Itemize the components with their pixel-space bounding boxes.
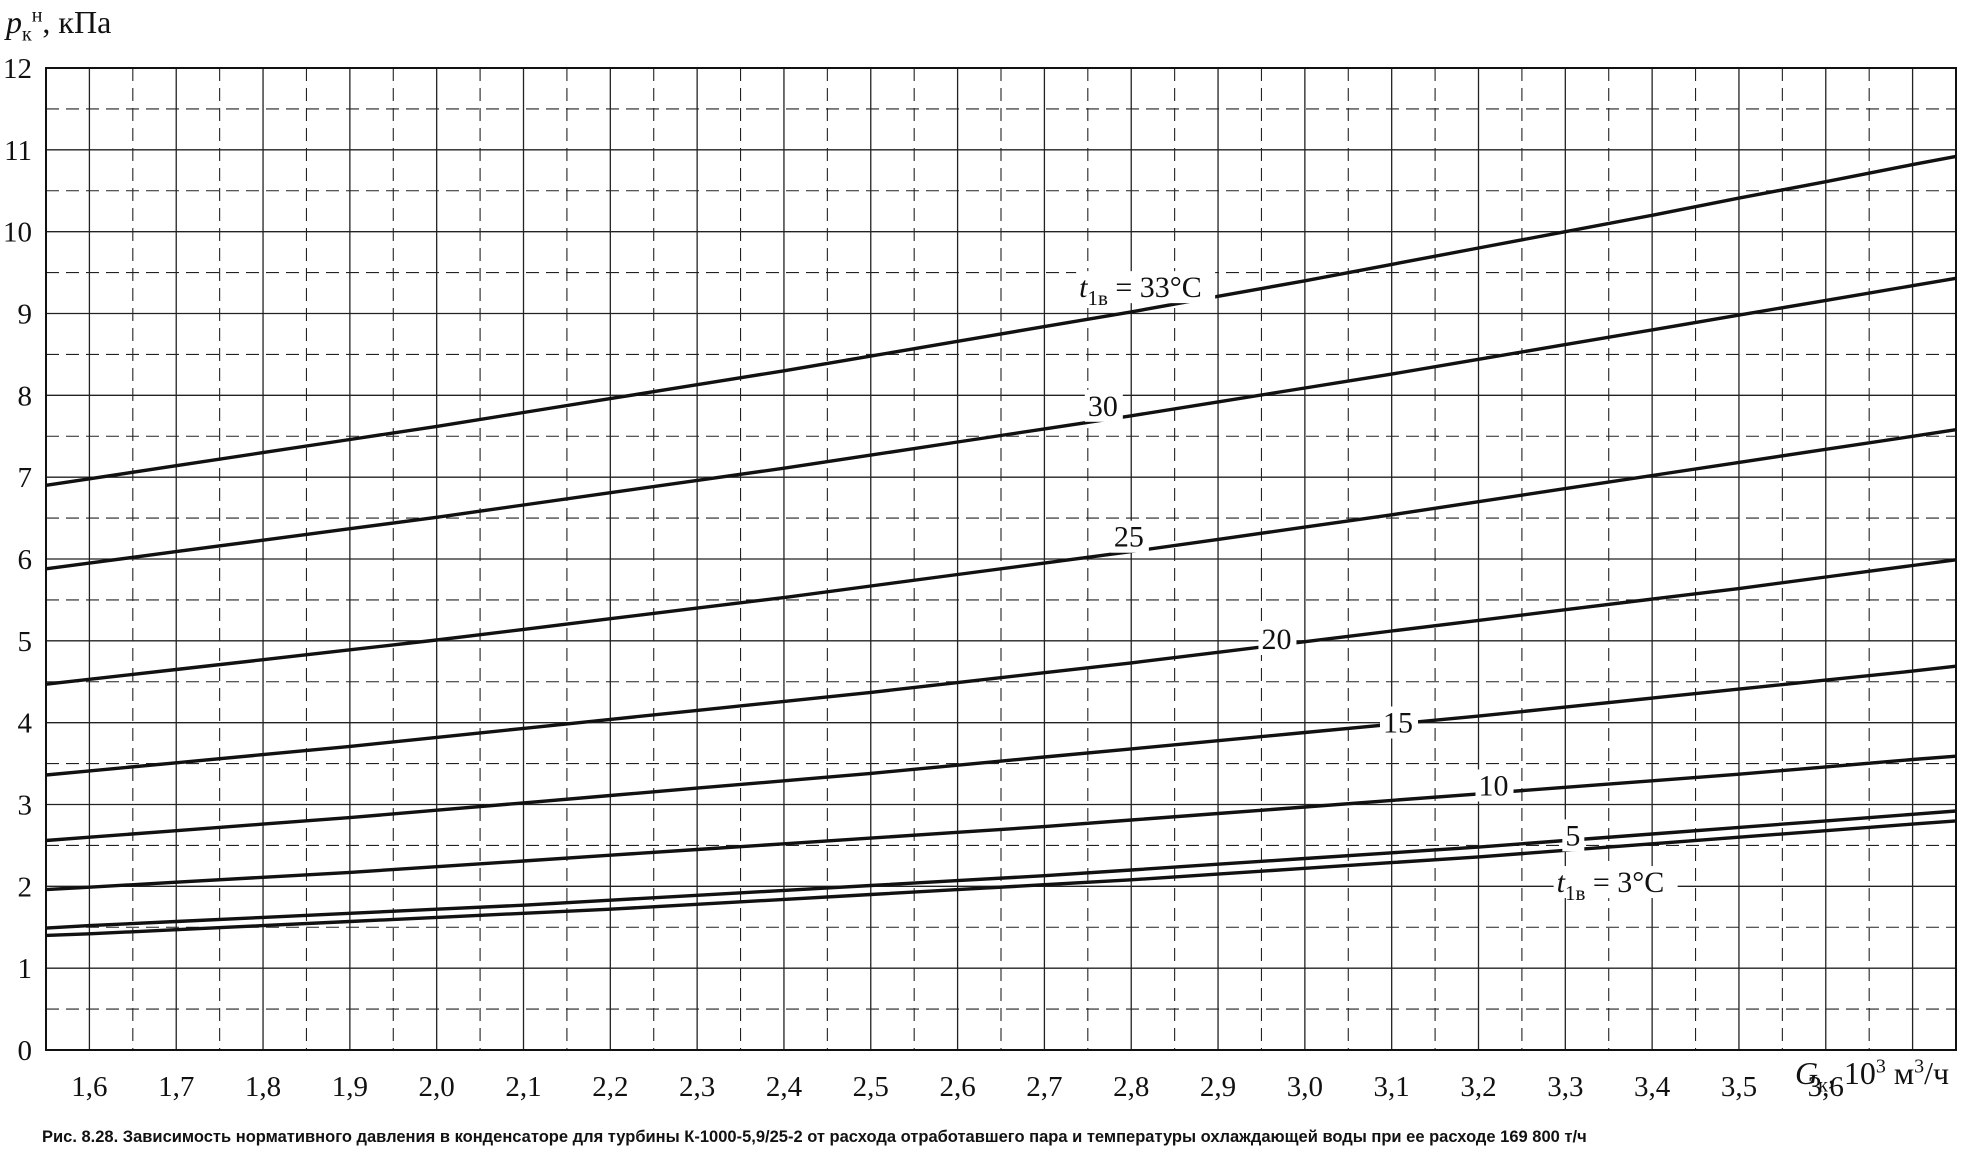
y-tick-label: 0: [18, 1035, 33, 1067]
y-tick-label: 2: [18, 871, 33, 903]
curve-label-bg: [1562, 819, 1585, 852]
curve-label-bg: [1110, 520, 1149, 553]
x-axis-title: Gк, 103 м3/ч: [1795, 1055, 1949, 1097]
y-axis-title: pкн, кПа: [6, 4, 111, 46]
x-tick-label: 2,2: [592, 1071, 628, 1103]
x-tick-label: 3,2: [1460, 1071, 1496, 1103]
x-tick-label: 2,3: [679, 1071, 715, 1103]
x-axis-unit-post: м: [1885, 1055, 1915, 1091]
x-tick-label: 2,4: [766, 1071, 803, 1103]
curve-label-1: t1в = 33°C: [1079, 271, 1202, 310]
series-line-7: [45, 809, 1957, 930]
x-tick-label: 2,1: [505, 1071, 541, 1103]
y-tick-label: 8: [18, 380, 33, 412]
x-tick-label: 2,9: [1200, 1071, 1236, 1103]
x-tick-label: 2,7: [1026, 1071, 1062, 1103]
x-tick-label: 2,8: [1113, 1071, 1149, 1103]
y-tick-label: 1: [18, 953, 33, 985]
x-tick-label: 2,5: [853, 1071, 889, 1103]
y-tick-label: 3: [18, 790, 33, 822]
series-line-4: [45, 558, 1957, 777]
x-tick-label: 2,0: [419, 1071, 455, 1103]
x-tick-label: 1,7: [158, 1071, 194, 1103]
y-tick-label: 7: [18, 462, 33, 494]
figure-caption: Рис. 8.28. Зависимость нормативного давл…: [42, 1128, 1587, 1146]
grid: [46, 68, 1956, 1050]
curve-label-bg: [1475, 769, 1514, 802]
x-axis-symbol: G: [1795, 1055, 1819, 1091]
curve-label-bg: [1553, 866, 1678, 899]
x-axis-unit-pre: , 10: [1827, 1055, 1876, 1091]
curve-label-sub: 1в: [1087, 286, 1108, 310]
y-tick-label: 5: [18, 626, 33, 658]
x-tick-label: 2,6: [939, 1071, 975, 1103]
curve-label-2: 30: [1088, 390, 1118, 423]
x-axis-sub: к: [1818, 1074, 1828, 1097]
series-line-6: [45, 754, 1957, 892]
y-tick-label: 9: [18, 299, 33, 331]
x-tick-label: 1,8: [245, 1071, 281, 1103]
curve-label-7: 5: [1565, 819, 1580, 852]
x-tick-label: 3,1: [1374, 1071, 1410, 1103]
y-tick-label: 6: [18, 544, 33, 576]
x-tick-label: 3,6: [1808, 1071, 1844, 1103]
curve-label-symbol: t: [1557, 866, 1566, 899]
y-tick-label: 4: [18, 708, 33, 740]
curve-label-5: 15: [1383, 706, 1413, 739]
x-axis-sup2: 3: [1914, 1055, 1925, 1078]
y-tick-label: 10: [3, 217, 32, 249]
y-axis-sup: н: [31, 4, 43, 27]
series-line-5: [45, 664, 1957, 843]
curve-label-4: 20: [1261, 623, 1291, 656]
curve-label-rest: = 3°C: [1585, 866, 1664, 899]
series-line-1: [45, 154, 1957, 487]
x-axis-unit-end: /ч: [1924, 1055, 1950, 1091]
y-tick-label: 11: [4, 135, 32, 167]
curve-label-bg: [1076, 271, 1216, 304]
series-group: [45, 154, 1957, 938]
series-line-8: [45, 819, 1957, 938]
curve-label-6: 10: [1479, 769, 1509, 802]
curve-label-sub: 1в: [1565, 881, 1586, 905]
y-axis-sub: к: [22, 23, 32, 46]
y-axis-symbol: p: [6, 4, 22, 40]
x-axis-sup: 3: [1875, 1055, 1886, 1078]
x-tick-label: 1,9: [332, 1071, 368, 1103]
curve-label-bg: [1084, 389, 1123, 422]
x-tick-label: 3,0: [1287, 1071, 1323, 1103]
x-tick-label: 3,5: [1721, 1071, 1757, 1103]
curve-label-bg: [1380, 706, 1418, 739]
x-tick-label: 3,4: [1634, 1071, 1671, 1103]
series-line-3: [45, 428, 1957, 686]
y-axis-unit: , кПа: [42, 4, 112, 40]
curve-label-rest: = 33°C: [1108, 271, 1202, 304]
plot-frame: [45, 67, 1957, 1051]
curve-label-3: 25: [1114, 521, 1144, 554]
x-tick-label: 3,3: [1547, 1071, 1583, 1103]
y-tick-label: 12: [3, 53, 32, 85]
curve-label-symbol: t: [1079, 271, 1088, 304]
curve-label-8: t1в = 3°C: [1557, 866, 1665, 905]
series-line-2: [45, 276, 1957, 571]
x-tick-label: 1,6: [71, 1071, 107, 1103]
curve-label-bg: [1258, 623, 1297, 656]
